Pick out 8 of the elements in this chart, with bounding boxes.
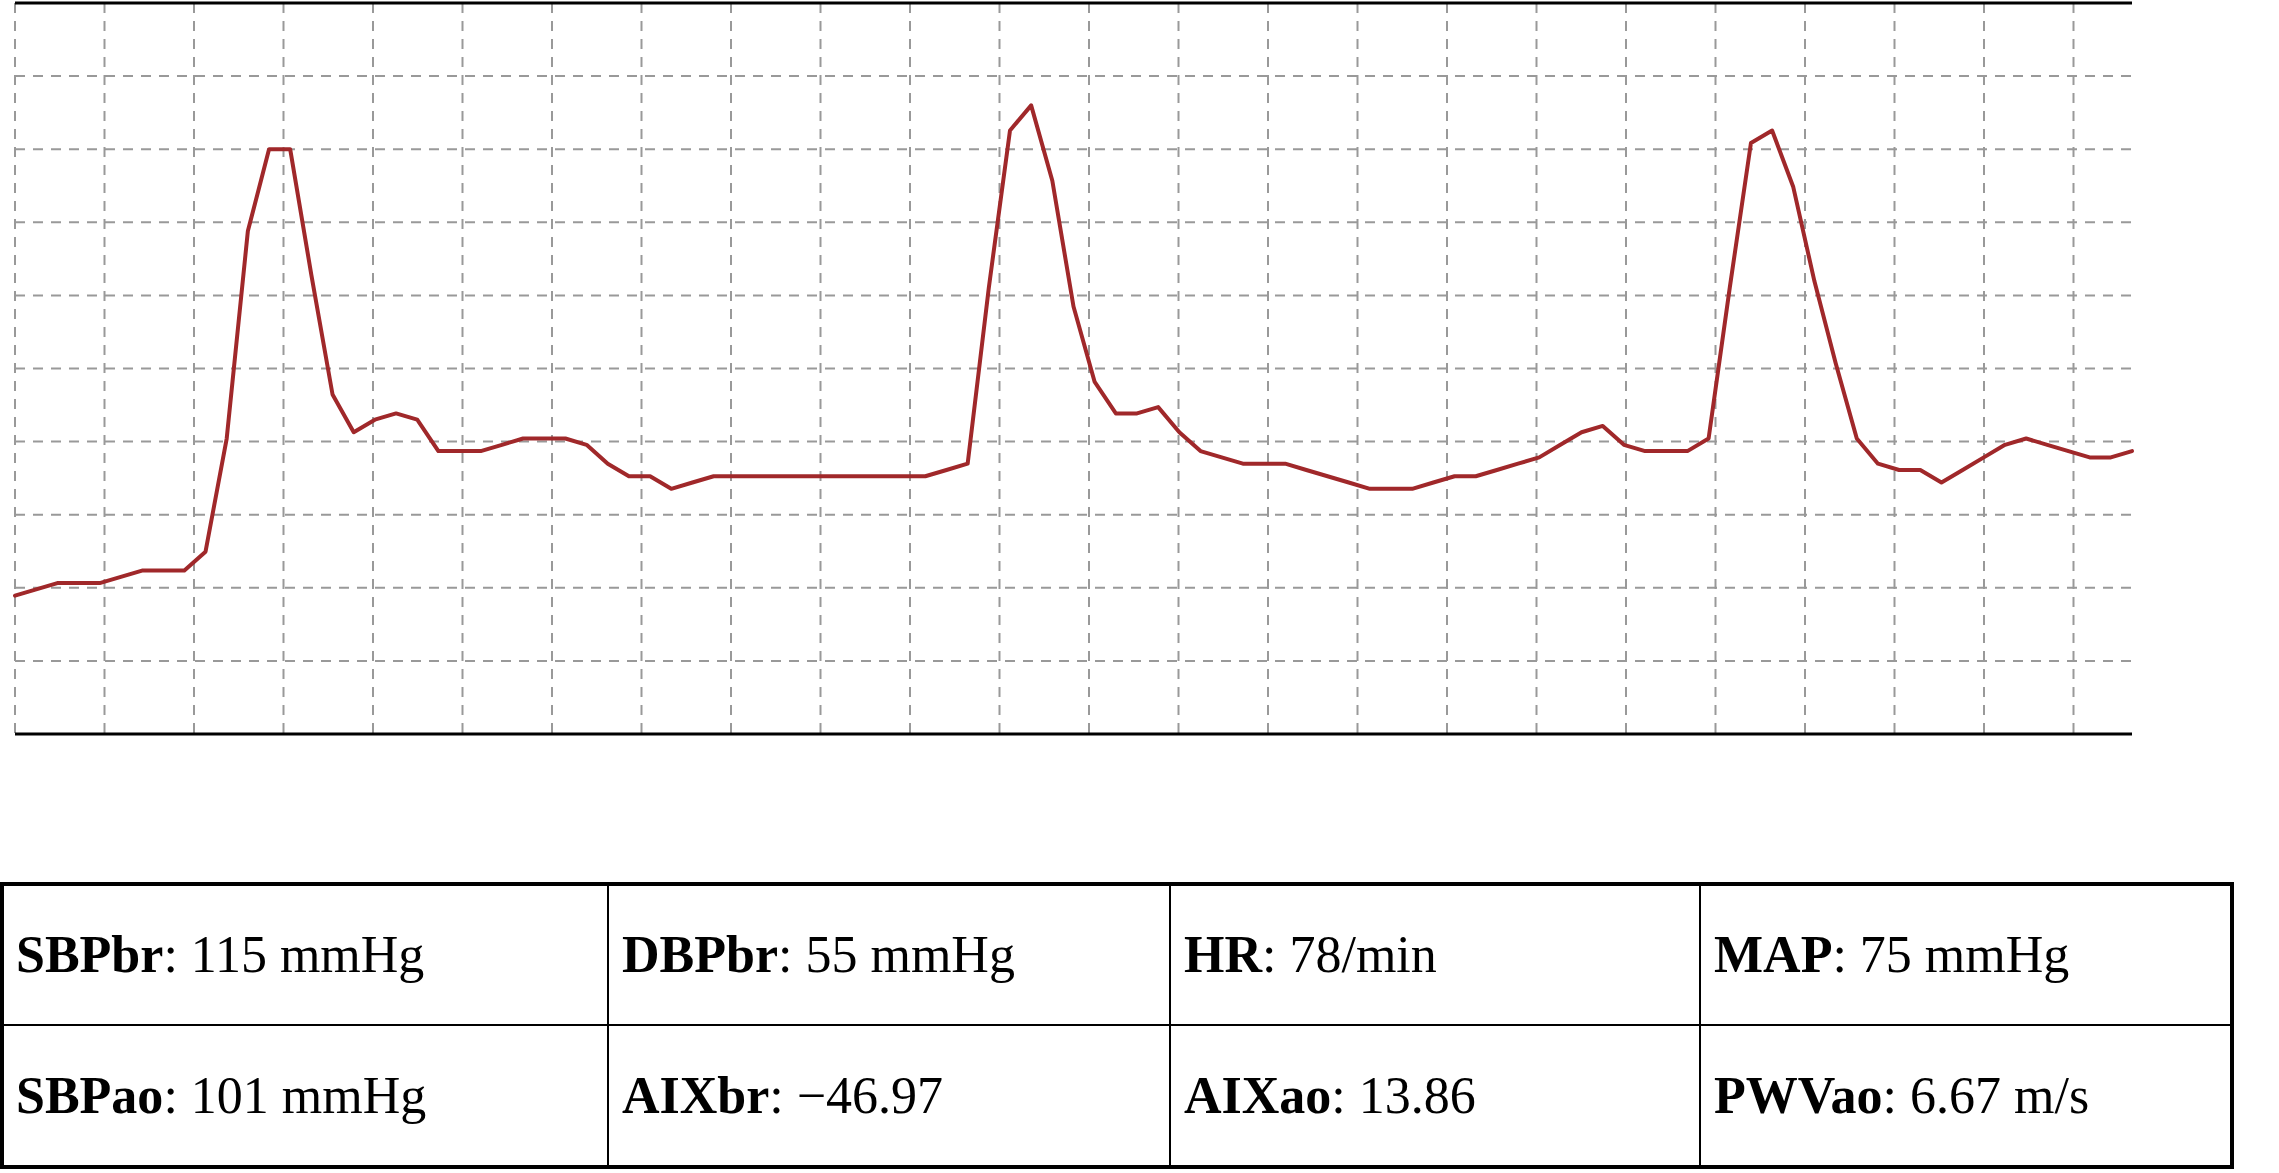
text: DBPbr: 55 mmHg bbox=[622, 926, 1015, 983]
text: SBPbr: 115 mmHg bbox=[16, 926, 425, 983]
text: SBPao: 101 mmHg bbox=[16, 1067, 427, 1124]
text: PWVao: 6.67 m/s bbox=[1714, 1067, 2090, 1124]
text: MAP: 75 mmHg bbox=[1714, 926, 2070, 983]
text: AIXao: 13.86 bbox=[1184, 1067, 1476, 1124]
text: HR: 78/min bbox=[1184, 926, 1437, 983]
text: AIXbr: −46.97 bbox=[622, 1067, 944, 1124]
